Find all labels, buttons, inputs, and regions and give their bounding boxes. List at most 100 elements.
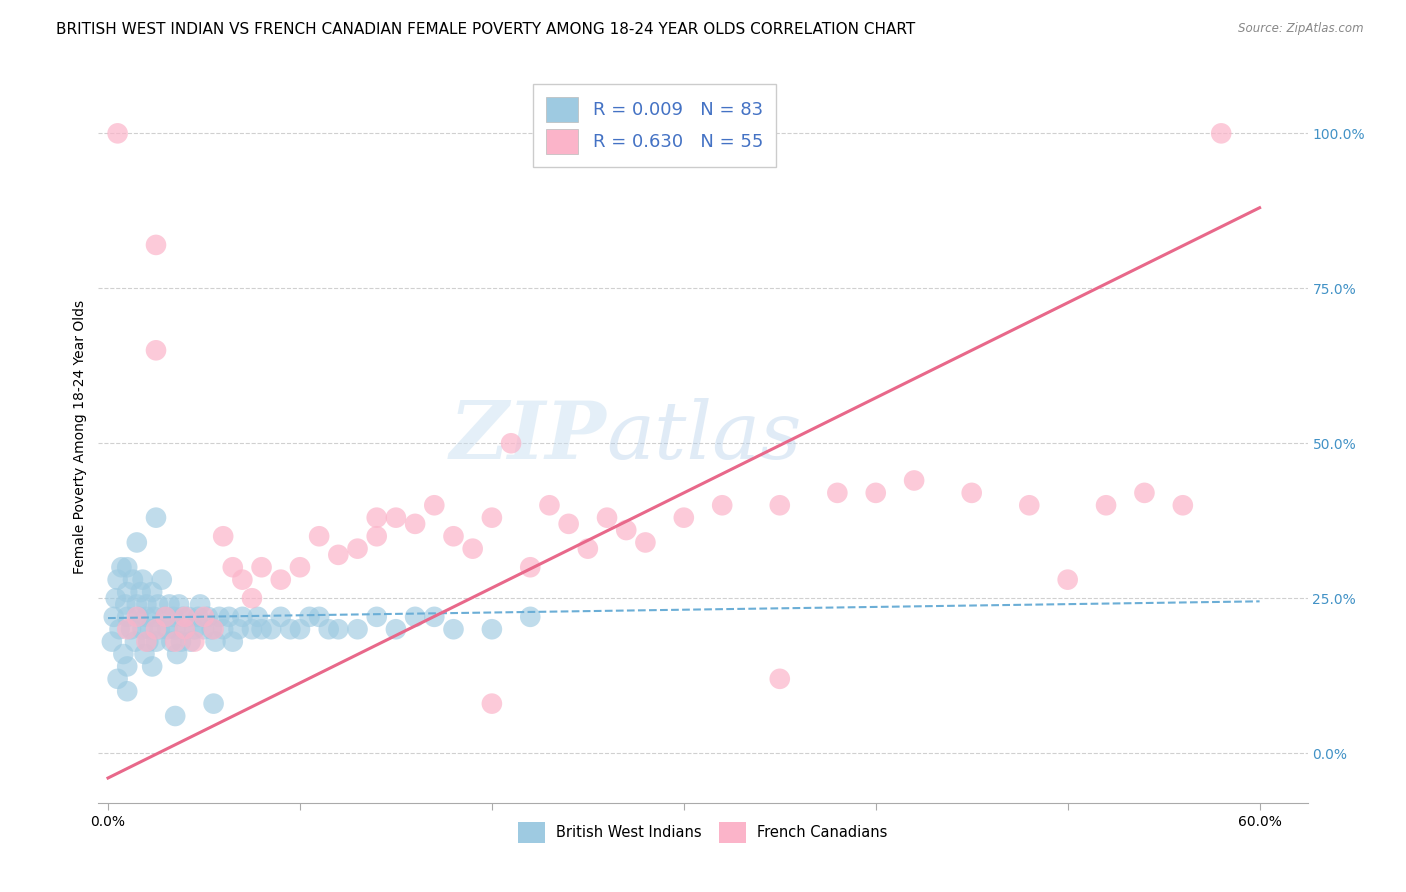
Point bbox=[177, 610, 200, 624]
Point bbox=[246, 610, 269, 624]
Point bbox=[149, 622, 172, 636]
Point bbox=[124, 634, 146, 648]
Point bbox=[1211, 126, 1233, 140]
Point bbox=[499, 436, 522, 450]
Point bbox=[481, 510, 503, 524]
Point bbox=[769, 672, 792, 686]
Point bbox=[141, 659, 163, 673]
Point bbox=[519, 610, 541, 624]
Point bbox=[443, 622, 465, 636]
Point bbox=[481, 622, 503, 636]
Point bbox=[114, 598, 136, 612]
Point bbox=[328, 622, 350, 636]
Point bbox=[596, 510, 619, 524]
Point bbox=[141, 585, 163, 599]
Point bbox=[134, 647, 156, 661]
Point bbox=[197, 610, 219, 624]
Point bbox=[115, 610, 138, 624]
Point bbox=[107, 126, 129, 140]
Point bbox=[135, 610, 157, 624]
Point bbox=[672, 510, 695, 524]
Point bbox=[519, 560, 541, 574]
Point bbox=[115, 560, 138, 574]
Point bbox=[193, 622, 215, 636]
Point bbox=[159, 598, 181, 612]
Point bbox=[150, 573, 173, 587]
Point bbox=[298, 610, 321, 624]
Text: Source: ZipAtlas.com: Source: ZipAtlas.com bbox=[1239, 22, 1364, 36]
Point bbox=[385, 510, 408, 524]
Point bbox=[280, 622, 302, 636]
Point bbox=[903, 474, 925, 488]
Point bbox=[103, 610, 125, 624]
Point bbox=[308, 610, 330, 624]
Point bbox=[101, 634, 124, 648]
Legend: British West Indians, French Canadians: British West Indians, French Canadians bbox=[510, 815, 896, 850]
Point bbox=[115, 585, 138, 599]
Point bbox=[107, 672, 129, 686]
Point bbox=[346, 622, 368, 636]
Point bbox=[156, 622, 179, 636]
Point bbox=[222, 560, 245, 574]
Point bbox=[115, 622, 138, 636]
Point bbox=[173, 610, 195, 624]
Point bbox=[131, 622, 153, 636]
Point bbox=[155, 610, 177, 624]
Point bbox=[108, 622, 131, 636]
Point bbox=[1018, 498, 1040, 512]
Point bbox=[201, 622, 224, 636]
Point bbox=[250, 622, 273, 636]
Point bbox=[110, 560, 132, 574]
Point bbox=[634, 535, 657, 549]
Point bbox=[172, 610, 194, 624]
Point bbox=[145, 510, 167, 524]
Point bbox=[231, 610, 253, 624]
Point bbox=[143, 610, 166, 624]
Point bbox=[125, 610, 148, 624]
Point bbox=[366, 529, 388, 543]
Point bbox=[250, 560, 273, 574]
Point bbox=[202, 622, 225, 636]
Point bbox=[557, 516, 579, 531]
Point bbox=[165, 709, 187, 723]
Point bbox=[212, 529, 235, 543]
Point bbox=[366, 610, 388, 624]
Point bbox=[139, 622, 162, 636]
Point bbox=[167, 598, 190, 612]
Point bbox=[1056, 573, 1078, 587]
Point bbox=[136, 634, 159, 648]
Point bbox=[576, 541, 599, 556]
Point bbox=[165, 622, 187, 636]
Point bbox=[115, 684, 138, 698]
Point bbox=[865, 486, 887, 500]
Point bbox=[423, 610, 446, 624]
Point bbox=[162, 610, 184, 624]
Point bbox=[318, 622, 340, 636]
Point bbox=[122, 573, 145, 587]
Point bbox=[443, 529, 465, 543]
Point bbox=[183, 622, 205, 636]
Point bbox=[170, 634, 193, 648]
Point bbox=[173, 622, 195, 636]
Point bbox=[131, 573, 153, 587]
Point bbox=[193, 610, 215, 624]
Point bbox=[240, 622, 263, 636]
Point bbox=[166, 647, 188, 661]
Point bbox=[188, 598, 211, 612]
Point bbox=[135, 634, 157, 648]
Point bbox=[125, 598, 148, 612]
Point bbox=[222, 634, 245, 648]
Point bbox=[1133, 486, 1156, 500]
Point bbox=[107, 573, 129, 587]
Point bbox=[769, 498, 792, 512]
Point bbox=[228, 622, 250, 636]
Point bbox=[187, 610, 209, 624]
Point bbox=[104, 591, 127, 606]
Point bbox=[240, 591, 263, 606]
Point bbox=[129, 585, 152, 599]
Point bbox=[180, 634, 202, 648]
Point bbox=[328, 548, 350, 562]
Point bbox=[212, 622, 235, 636]
Point bbox=[366, 510, 388, 524]
Point bbox=[461, 541, 484, 556]
